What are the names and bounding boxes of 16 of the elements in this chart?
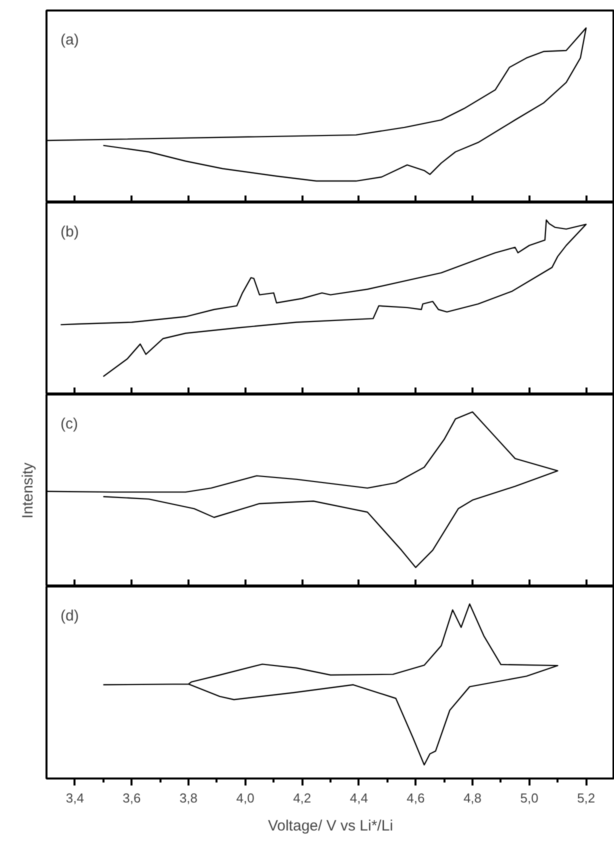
x-tick-label: 4,6 bbox=[406, 790, 425, 806]
x-tick-label: 4,4 bbox=[350, 790, 368, 806]
x-tick-label: 4,8 bbox=[463, 790, 482, 806]
annotation: (d) bbox=[60, 608, 79, 624]
x-tick-label: 4,0 bbox=[236, 790, 254, 806]
annotation: (a) bbox=[60, 32, 79, 48]
x-axis-title: Voltage/ V vs Li*/Li bbox=[268, 818, 394, 834]
x-tick-label: 3,6 bbox=[122, 790, 141, 806]
x-tick-label: 5,2 bbox=[577, 790, 596, 806]
y-axis-title: Intensity bbox=[20, 462, 36, 518]
x-tick-label: 5,0 bbox=[520, 790, 538, 806]
annotation: (c) bbox=[60, 416, 78, 432]
x-tick-label: 3,8 bbox=[179, 790, 198, 806]
annotation: (b) bbox=[60, 224, 79, 240]
x-tick-label: 4,2 bbox=[293, 790, 312, 806]
x-tick-label: 3,4 bbox=[66, 790, 84, 806]
